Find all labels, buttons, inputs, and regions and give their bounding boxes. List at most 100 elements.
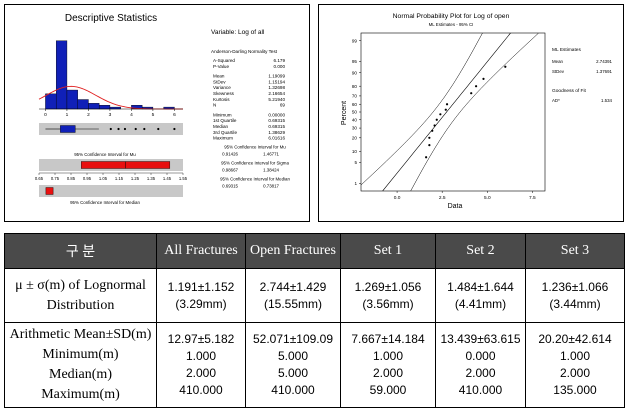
cell-value: 1.236±1.066 — [541, 279, 609, 294]
ci-median-high: 0.73817 — [263, 183, 279, 188]
probability-plot-subtitle: ML Estimates - 95% CI — [429, 22, 474, 27]
data-point — [439, 113, 442, 116]
goodness-of-fit-title: Goodness of Fit — [552, 88, 587, 94]
boxplot-outlier — [173, 127, 176, 131]
histogram-bar — [45, 93, 57, 110]
ci-axis-tick-label: 1.35 — [147, 176, 156, 181]
ci-sigma-low: 0.98667 — [222, 167, 238, 172]
boxplot-outlier — [143, 127, 146, 131]
stat-value: 1.32698 — [268, 85, 285, 90]
ci-lower-curve — [361, 33, 483, 186]
y-axis-label: Percent — [341, 101, 348, 125]
ci-axis-tick-label: 1.45 — [163, 176, 172, 181]
cell-value: (3.29mm) — [175, 296, 227, 311]
stat-label: P-Value — [213, 64, 229, 69]
cell-value: (3.44mm) — [549, 296, 601, 311]
ci-axis-tick-label: 0.85 — [67, 176, 76, 181]
y-tick-label: 70 — [352, 94, 358, 99]
table-cell: 1.484±1.644 (4.41mm) — [435, 268, 526, 323]
header-cell-open-fractures: Open Fractures — [245, 233, 341, 269]
cell-value: (3.56mm) — [362, 296, 414, 311]
histogram-tick-label: 0 — [44, 112, 47, 118]
probability-plot-frame — [360, 32, 546, 192]
x-axis-label: Data — [448, 203, 463, 210]
data-point — [482, 77, 485, 80]
histogram-bar — [77, 99, 89, 110]
data-point — [470, 92, 473, 95]
gof-ad-label: AD* — [552, 98, 560, 103]
cell-value: 52.071±109.09 — [253, 332, 333, 346]
probability-lines — [361, 33, 539, 191]
stat-value: 6.179 — [274, 58, 286, 63]
y-tick-label: 95 — [352, 59, 358, 64]
stat-label: Maximum — [213, 136, 233, 141]
boxplot-outlier — [157, 127, 160, 131]
stat-label: 1st Quartile — [213, 118, 237, 123]
table-cell: 7.667±14.184 1.000 2.000 59.000 — [340, 322, 436, 408]
ci-sigma-title: 95% Confidence Interval for Sigma — [221, 160, 289, 165]
ci-mu-chart-label: 95% Confidence Interval for Mu — [74, 152, 136, 157]
row-label-line: Median(m) — [49, 367, 112, 382]
stat-label: Minimum — [213, 112, 232, 117]
legend-title: ML Estimates — [552, 47, 581, 53]
cell-value: 5.000 — [277, 349, 309, 363]
legend-stdev-label: StDev — [552, 69, 565, 74]
cell-value: 5.000 — [277, 366, 309, 380]
normal-probability-chart: Normal Probability Plot for Log of open … — [341, 13, 613, 210]
cell-value: 410.000 — [179, 383, 223, 397]
cell-value: 2.744±1.429 — [259, 279, 327, 294]
x-tick-label: 7.5 — [529, 195, 536, 201]
y-tick-label: 80 — [352, 84, 358, 89]
ci-median-chart-label: 95% Confidence Interval for Median — [70, 200, 140, 205]
fitted-line — [382, 33, 511, 191]
fracture-summary-table: 구 분 All Fractures Open Fractures Set 1 S… — [4, 233, 625, 408]
normal-probability-panel: Normal Probability Plot for Log of open … — [318, 4, 624, 222]
boxplot-outlier — [109, 127, 112, 131]
stat-value: 0.69315 — [268, 118, 285, 123]
descriptive-statistics-chart: Descriptive Statistics Variable: Log of … — [35, 13, 291, 205]
table-row-arithmetic: Arithmetic Mean±SD(m) Minimum(m) Median(… — [4, 322, 625, 408]
statistics-list: A-Squared 6.179 P-Value 0.000 Mean 1.19099 StD… — [213, 58, 290, 188]
histogram-tick-label: 1 — [66, 112, 69, 118]
histogram-tick-label: 4 — [130, 112, 133, 118]
row-label-line: Maximum(m) — [41, 387, 120, 402]
y-tick-label: 90 — [352, 70, 358, 75]
cell-value: 1.269±1.056 — [354, 279, 422, 294]
ci-mu-title: 95% Confidence Interval for Mu — [224, 144, 286, 149]
stat-value: 1.38629 — [268, 130, 285, 135]
y-tick-label: 30 — [352, 126, 358, 131]
x-tick-label: 2.5 — [439, 195, 446, 201]
y-tick-label: 60 — [352, 102, 358, 107]
data-point — [435, 118, 438, 121]
ml-estimates-legend: ML Estimates Mean 2.74391 StDev 1.37691 … — [552, 47, 613, 103]
ad-test-title: Anderson-Darling Normality Test — [211, 49, 278, 54]
row-label-line: Arithmetic Mean±SD(m) — [9, 327, 152, 342]
descriptive-statistics-panel: Descriptive Statistics Variable: Log of … — [4, 4, 310, 222]
histogram-tick-label: 2 — [87, 112, 90, 118]
cell-value: 1.000 — [372, 349, 404, 363]
legend-stdev-value: 1.37691 — [596, 69, 612, 74]
ci-mu-high: 1.46771 — [263, 151, 279, 156]
table-cell: 2.744±1.429 (15.55mm) — [245, 268, 341, 323]
histogram-tick-label: 6 — [173, 112, 176, 118]
histogram-bar — [66, 89, 78, 110]
cell-value: (15.55mm) — [263, 296, 322, 311]
table-header-row: 구 분 All Fractures Open Fractures Set 1 S… — [4, 233, 625, 269]
boxplot-box — [60, 125, 76, 133]
stat-value: 0.000 — [274, 64, 286, 69]
histogram-bar — [88, 103, 100, 110]
stat-value: 1.15194 — [268, 79, 285, 84]
legend-mean-value: 2.74391 — [596, 59, 612, 64]
data-point — [431, 129, 434, 132]
data-point — [428, 136, 431, 139]
ci-axis-tick-label: 1.25 — [131, 176, 140, 181]
probability-plot-area: 1 5 10 20 30 40 50 60 70 80 90 95 99 0.0 2.5 5.0 7.5 — [352, 32, 546, 201]
ci-axis-tick-label: 1.55 — [179, 176, 188, 181]
histogram: 0 1 2 3 4 5 6 — [38, 35, 183, 118]
stat-value: 5.21940 — [268, 97, 285, 102]
data-point — [444, 108, 447, 111]
confidence-interval-plot: 0.65 0.75 0.85 0.95 1.05 1.15 1.25 1.35 1.45 1.55 — [35, 159, 188, 197]
table-cell: 1.269±1.056 (3.56mm) — [340, 268, 436, 323]
data-point — [474, 85, 478, 88]
data-point — [428, 144, 431, 147]
